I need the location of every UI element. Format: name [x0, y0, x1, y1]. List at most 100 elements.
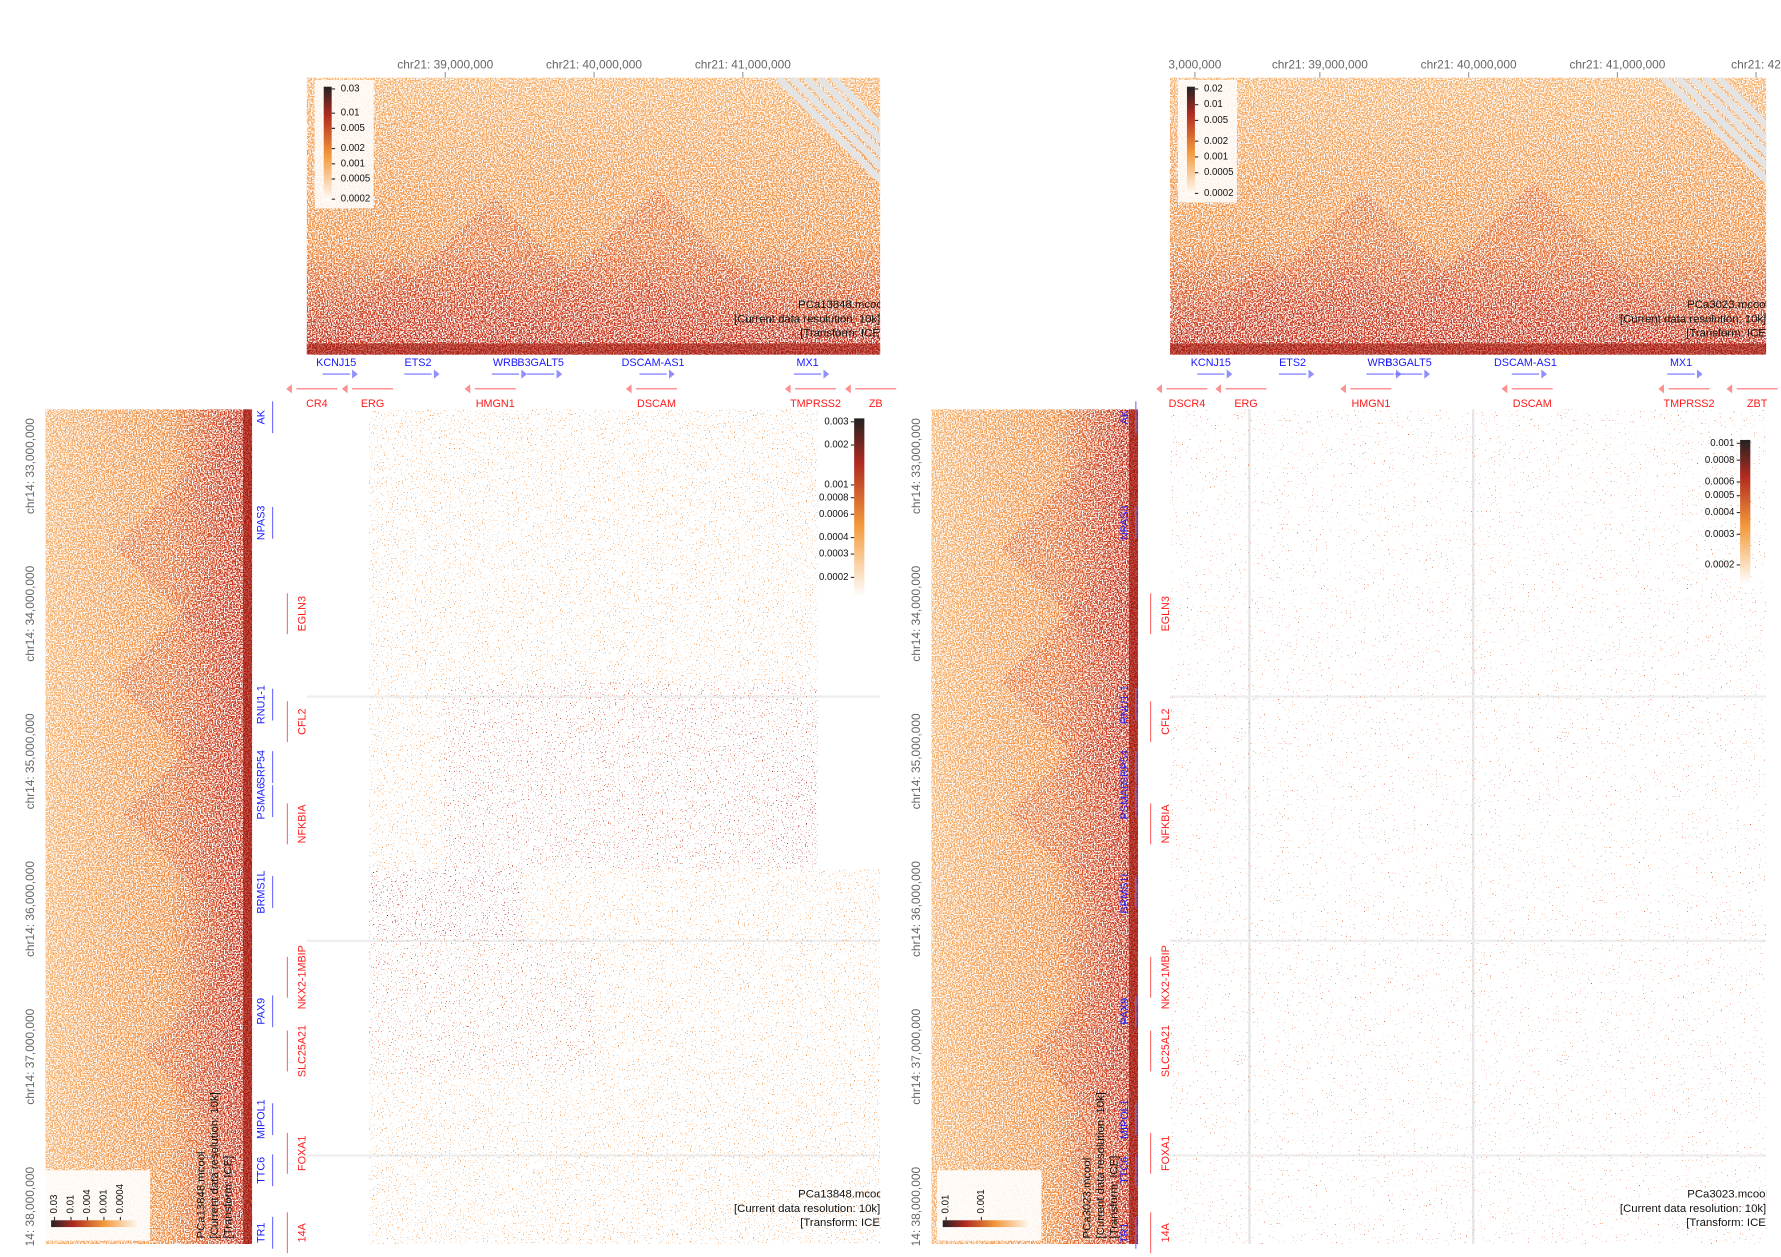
tad [1088, 1143, 1139, 1245]
dataset-label: [Current data resolution: 10k] [1620, 1203, 1766, 1215]
dataset-label: [Transform: ICE] [1686, 1217, 1769, 1229]
gene-label-minus: FOXA1 [1160, 1136, 1172, 1171]
gene-label-plus: KCNJ15 [1191, 357, 1231, 369]
missing-data-stripe [830, 77, 881, 131]
gene-label-plus: PAX9 [256, 998, 268, 1025]
y-axis-label: chr14: 35,000,000 [23, 713, 37, 809]
gene-label-minus: CFL2 [1160, 708, 1172, 734]
colorbar [942, 1220, 1032, 1228]
gene-arrow [286, 384, 292, 394]
heatmap-pixels [931, 409, 1139, 1245]
gene-label-minus: 14A [1160, 1222, 1172, 1242]
gene-label-minus: NKX2-1MBIP [1160, 945, 1172, 1009]
dataset-label: PCa13848.mcool [798, 1189, 885, 1201]
tad [202, 1143, 253, 1245]
gene-label-plus: B3GALT5 [517, 357, 564, 369]
gene-arrow [784, 384, 791, 394]
gene-label-plus: NPAS3 [256, 506, 268, 541]
colorbar-label: 0.0003 [1705, 529, 1735, 540]
colorbar-label: 0.0008 [1705, 455, 1735, 466]
gene-label-plus: BRMS1L [256, 870, 268, 913]
gene-label-minus: EGLN3 [1160, 596, 1172, 631]
gene-label-plus: RNU1-1 [1119, 685, 1131, 724]
diagonal-band [1129, 409, 1139, 1245]
gene-label-plus: WRB [1367, 357, 1392, 369]
gene-label-minus: CFL2 [297, 708, 309, 734]
gene-label-minus: ERG [1234, 398, 1257, 410]
x-axis-label: chr21: 41,000,000 [1569, 58, 1665, 72]
dataset-label: PCa13848.mcool [195, 1151, 207, 1238]
gene-arrow [1308, 369, 1315, 379]
tad [114, 542, 253, 819]
gene-label-plus: BRMS1L [1119, 870, 1131, 913]
dataset-label: [Current data resolution: 10k] [734, 313, 880, 325]
gene-arrow [352, 369, 358, 379]
dataset-label: [Transform: ICE] [223, 1156, 235, 1239]
colorbar-label: 0.002 [824, 440, 848, 451]
gene-label-minus: NFKBIA [297, 804, 309, 844]
gene-label-plus: TR1 [256, 1223, 268, 1243]
colorbar-label: 0.004 [82, 1189, 93, 1214]
heatmap-hot [772, 761, 818, 870]
y-axis-label: chr14: 37,000,000 [909, 1008, 923, 1104]
colorbar-label: 0.005 [1204, 115, 1228, 126]
gene-label-plus: AK [1119, 409, 1131, 424]
left-heatmap: 0.03 0.01 0.004 0.001 0.0004 PCa13848.mcool [C… [45, 409, 253, 1245]
top-heatmap: 0.03 0.01 0.005 0.002 0.001 0.0005 0.0002 PCa13… [306, 77, 885, 355]
heatmap-pixels [369, 409, 881, 1245]
heatmap-hot [442, 681, 818, 870]
tad [335, 197, 651, 355]
dataset-label: [Transform: ICE] [1109, 1156, 1121, 1239]
x-axis-label: chr21: 42 [1731, 58, 1781, 72]
gene-label-plus: DSCAM-AS1 [622, 357, 685, 369]
colorbar-label: 0.02 [1204, 84, 1223, 95]
missing-data-stripe [1702, 77, 1767, 144]
heatmap-fill [1169, 409, 1767, 1245]
missing-data-stripe [1661, 77, 1767, 185]
missing-data-stripe [802, 77, 881, 158]
gene-label-minus: NKX2-1MBIP [297, 945, 309, 1009]
gene-label-minus: DSCAM [637, 398, 676, 410]
gene-arrow [1215, 384, 1222, 394]
gene-label-minus: TMPRSS2 [790, 398, 841, 410]
heatmap-pixels [1169, 409, 1767, 1245]
dataset-label: PCa3023.mcool [1081, 1158, 1093, 1239]
dataset-label: [Current data resolution: 10k] [1095, 1092, 1107, 1238]
gene-arrow [1726, 384, 1733, 394]
gene-label-plus: TTC6 [256, 1157, 268, 1184]
gene-label-minus: ZB [869, 398, 883, 410]
colorbar-bg [937, 1170, 1042, 1241]
gene-label-plus: DSCAM-AS1 [1494, 357, 1557, 369]
missing-data-stripe [1688, 77, 1767, 158]
gene-label-plus: ETS2 [405, 357, 432, 369]
colorbar-label: 0.0003 [819, 549, 849, 560]
dataset-label: [Current data resolution: 10k] [734, 1203, 880, 1215]
gene-label-plus: PSMA6 [1119, 783, 1131, 820]
colorbar-label: 0.001 [824, 479, 848, 490]
gene-label-minus: FOXA1 [297, 1136, 309, 1171]
gene-label-minus: SLC25A21 [1160, 1025, 1172, 1077]
colorbar-label: 0.0002 [819, 572, 849, 583]
gene-arrow [556, 369, 563, 379]
top-heatmap: 0.02 0.01 0.005 0.002 0.001 0.0005 0.0002 PCa30… [1169, 77, 1767, 355]
gene-label-plus: TTC6 [1119, 1157, 1131, 1184]
gene-label-minus: HMGN1 [476, 398, 515, 410]
x-axis-label: chr21: 39,000,000 [1272, 58, 1368, 72]
dataset-label: [Transform: ICE] [800, 1217, 883, 1229]
y-axis-label: chr14: 34,000,000 [909, 565, 923, 661]
gene-arrow [1340, 384, 1346, 394]
colorbar-label: 0.003 [824, 416, 848, 427]
gene-label-minus: NFKBIA [1160, 804, 1172, 844]
gene-arrow [669, 369, 675, 379]
center-heatmap: 0.003 0.002 0.001 0.0008 0.0006 0.0004 0.0003 0… [306, 409, 885, 1245]
gene-label-plus: MIPOL1 [256, 1099, 268, 1139]
colorbar-label: 0.0002 [1705, 559, 1735, 570]
missing-data-stripe [816, 77, 881, 144]
gene-label-minus: ZBT [1747, 398, 1768, 410]
colorbar-label: 0.0005 [1204, 167, 1234, 178]
dataset-label: [Current data resolution: 10k] [1620, 313, 1766, 325]
colorbar [854, 418, 865, 597]
dataset-label: PCa13848.mcool [798, 299, 885, 311]
tad [1029, 943, 1139, 1161]
gene-label-minus: TMPRSS2 [1664, 398, 1715, 410]
